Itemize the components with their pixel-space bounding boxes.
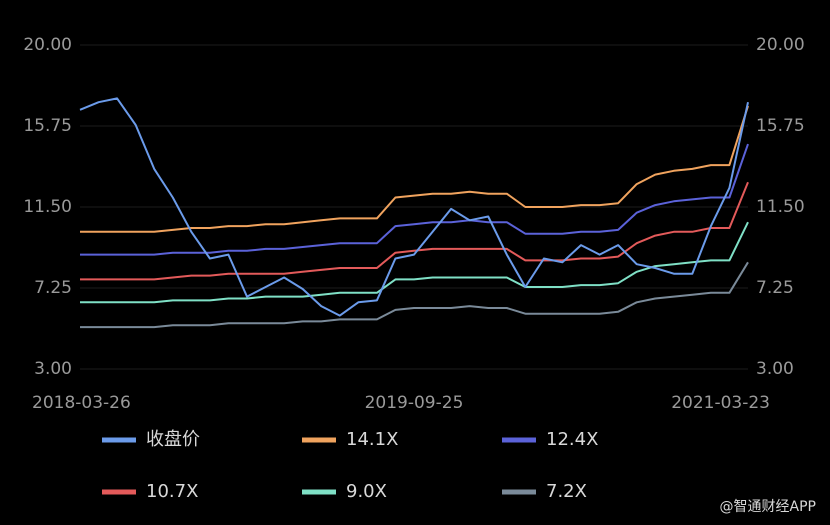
watermark: @智通财经APP bbox=[720, 499, 816, 515]
series-line bbox=[79, 97, 749, 317]
legend-label: 10.7X bbox=[146, 481, 198, 502]
legend-label: 9.0X bbox=[346, 481, 387, 502]
x-tick-label: 2018-03-26 bbox=[32, 393, 131, 413]
y2-tick-label: 3.00 bbox=[756, 359, 794, 379]
y-tick-label: 20.00 bbox=[23, 35, 72, 55]
y2-tick-label: 7.25 bbox=[756, 278, 794, 298]
x-tick-label: 2021-03-23 bbox=[671, 393, 770, 413]
series-line bbox=[80, 143, 749, 256]
y-tick-label: 3.00 bbox=[34, 359, 72, 379]
y2-tick-label: 11.50 bbox=[756, 197, 805, 217]
legend-label: 7.2X bbox=[546, 481, 587, 502]
legend-label: 12.4X bbox=[546, 429, 598, 450]
y-tick-label: 15.75 bbox=[23, 116, 72, 136]
x-tick-label: 2019-09-25 bbox=[365, 393, 464, 413]
y2-tick-label: 20.00 bbox=[756, 35, 805, 55]
legend-label: 14.1X bbox=[346, 429, 398, 450]
y-tick-label: 7.25 bbox=[34, 278, 72, 298]
series-line bbox=[80, 261, 749, 329]
y-tick-label: 11.50 bbox=[23, 197, 72, 217]
y2-tick-label: 15.75 bbox=[756, 116, 805, 136]
series-line bbox=[80, 221, 749, 304]
legend-label: 收盘价 bbox=[146, 429, 200, 450]
series-line bbox=[80, 181, 749, 281]
series-line bbox=[80, 105, 749, 233]
